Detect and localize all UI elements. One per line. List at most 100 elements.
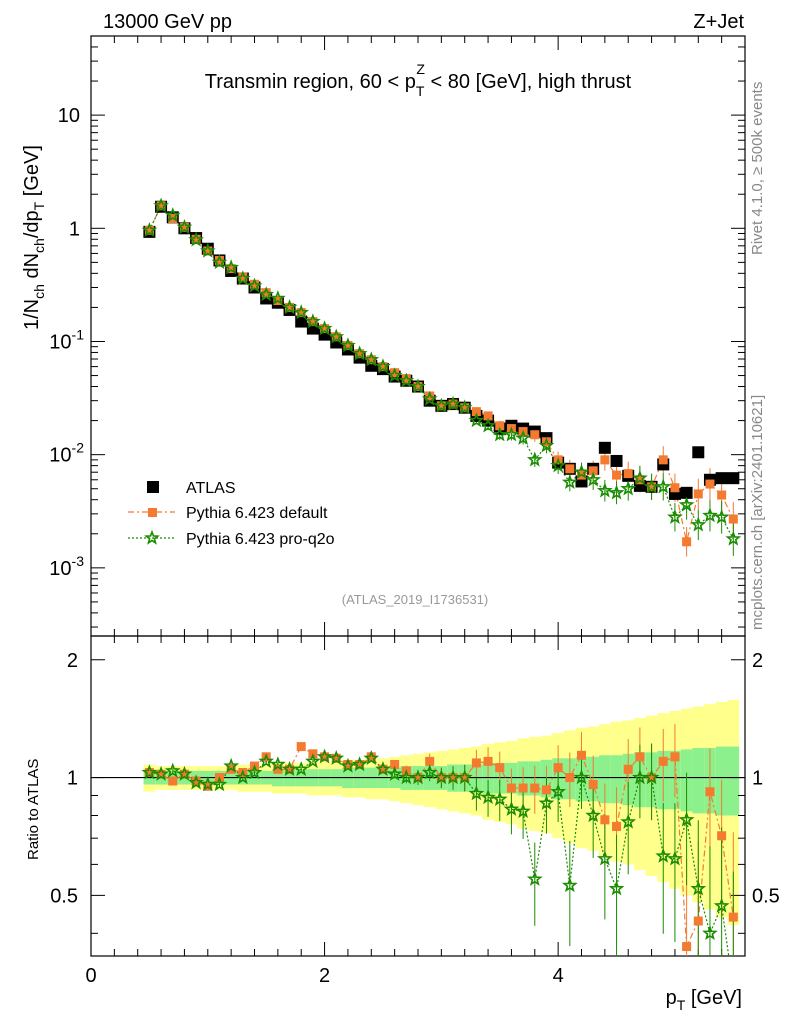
default-ratio-point: [343, 759, 353, 769]
proq2o-ratio-point: [293, 760, 310, 776]
default-ratio-point: [471, 758, 481, 768]
proq2o-ratio-point: [620, 813, 637, 829]
default-point: [483, 411, 493, 421]
proq2o-point: [340, 337, 356, 353]
default-point: [471, 407, 481, 417]
default-ratio-point: [168, 776, 178, 786]
default-ratio-point: [331, 753, 341, 763]
ratio-tick-label-left: 1: [67, 768, 78, 790]
default-point: [693, 489, 703, 499]
default-ratio-point: [647, 773, 657, 783]
default-point: [214, 255, 224, 265]
proq2o-ratio-point: [328, 750, 345, 766]
default-point: [343, 341, 353, 351]
default-ratio-point: [530, 783, 540, 793]
x-tick-label: 2: [319, 965, 330, 987]
default-point: [331, 332, 341, 342]
default-ratio-point: [179, 769, 189, 779]
atlas-point: [598, 441, 611, 454]
default-ratio-point: [635, 752, 645, 762]
proq2o-point: [515, 429, 531, 445]
proq2o-point: [585, 471, 602, 487]
proq2o-ratio-point: [690, 880, 707, 896]
proq2o-point: [596, 482, 613, 498]
default-point: [705, 479, 715, 489]
default-point: [179, 222, 189, 232]
default-ratio-point: [460, 773, 470, 783]
default-point: [658, 455, 668, 465]
default-ratio-point: [144, 768, 154, 778]
proq2o-ratio-point: [351, 756, 368, 772]
default-ratio-point: [390, 759, 400, 769]
proq2o-ratio-point: [410, 769, 426, 785]
proq2o-point: [421, 390, 438, 406]
analysis-id: (ATLAS_2019_I1736531): [342, 592, 488, 607]
proq2o-point: [503, 426, 520, 442]
legend-default-marker: [148, 508, 157, 517]
proq2o-point: [491, 426, 508, 442]
proq2o-point: [269, 290, 286, 306]
proq2o-ratio-point: [258, 753, 275, 769]
default-ratio-point: [506, 783, 516, 793]
proq2o-point: [305, 313, 321, 329]
proq2o-point: [538, 437, 555, 453]
proq2o-point: [375, 358, 391, 374]
default-point: [623, 469, 633, 479]
default-point: [156, 201, 166, 211]
title-prefix: Transmin region, 60 < p: [205, 71, 416, 93]
default-ratio-point: [355, 759, 365, 769]
proq2o-point: [410, 378, 426, 394]
proq2o-ratio-point: [153, 765, 169, 781]
proq2o-ratio-point: [468, 785, 485, 801]
default-ratio-point: [413, 773, 423, 783]
proq2o-ratio-point: [305, 753, 321, 769]
proq2o-point: [632, 469, 648, 485]
ratio-tick-label-right: 0.5: [752, 885, 780, 907]
proq2o-point: [608, 484, 625, 500]
proq2o-point: [725, 530, 742, 546]
default-point: [238, 272, 248, 282]
proq2o-point: [526, 451, 543, 467]
proq2o-point: [316, 320, 333, 336]
proq2o-ratio-point: [141, 764, 158, 780]
default-ratio-point: [191, 776, 201, 786]
default-point: [495, 421, 505, 431]
proq2o-ratio-point: [608, 880, 625, 896]
y-tick-label: 10: [58, 105, 80, 127]
default-point: [460, 403, 470, 413]
proq2o-ratio-point: [550, 783, 567, 799]
y-axis-label: 1/Nch dNch/dpT [GeV]: [21, 145, 47, 330]
proq2o-ratio-point: [596, 850, 613, 866]
ratio-tick-label-left: 0.5: [50, 885, 78, 907]
proq2o-ratio-point: [643, 769, 660, 785]
proq2o-point: [480, 417, 496, 433]
proq2o-ratio-point: [632, 769, 648, 785]
proq2o-ratio-point: [538, 794, 555, 810]
default-point: [261, 288, 271, 298]
default-point: [390, 368, 400, 378]
y-tick-label: 10-2: [49, 440, 84, 467]
proq2o-point: [328, 328, 345, 344]
proq2o-point: [468, 412, 485, 428]
default-ratio-point: [717, 831, 727, 841]
atlas-point: [610, 454, 623, 467]
default-ratio-point: [705, 787, 715, 797]
proq2o-ratio-point: [386, 765, 403, 781]
legend: ATLAS Pythia 6.423 default Pythia 6.423 …: [128, 480, 335, 548]
y-tick-label: 10-3: [49, 553, 84, 580]
default-ratio-point: [285, 764, 295, 774]
proq2o-ratio-point: [561, 877, 578, 893]
proq2o-ratio-point: [713, 897, 730, 913]
proq2o-point: [258, 286, 275, 302]
proq2o-ratio-point: [223, 757, 240, 773]
default-ratio-point: [612, 821, 622, 831]
proq2o-point: [293, 304, 310, 320]
proq2o-ratio-point: [234, 769, 251, 785]
default-point: [144, 225, 154, 235]
default-point: [425, 391, 435, 401]
proq2o-ratio-point: [515, 803, 531, 818]
proq2o-ratio-point: [188, 774, 204, 790]
proq2o-point: [573, 463, 590, 479]
legend-atlas-marker: [147, 481, 159, 493]
proq2o-point: [363, 351, 380, 367]
